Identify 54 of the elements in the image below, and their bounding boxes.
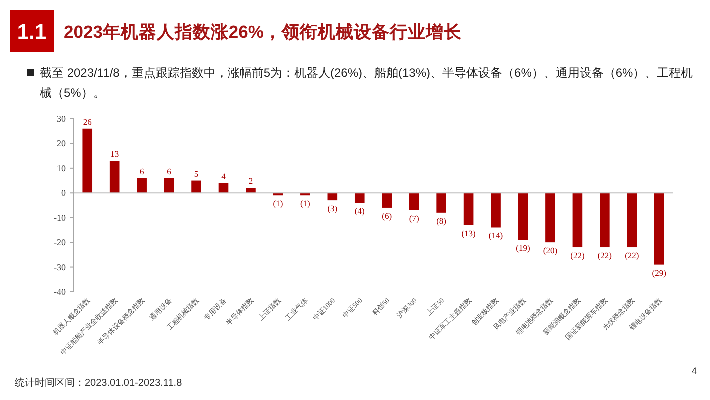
- data-label: (6): [382, 210, 392, 221]
- data-label: (1): [273, 198, 284, 209]
- text: 4: [692, 366, 697, 376]
- data-label: (19): [516, 243, 530, 254]
- bar: [246, 188, 256, 194]
- data-label: (22): [570, 250, 585, 261]
- data-label: 26: [83, 116, 92, 127]
- bar: [164, 178, 174, 194]
- data-label: 5: [194, 168, 199, 179]
- bar: [600, 193, 610, 248]
- y-tick-label: 0: [62, 188, 66, 198]
- bar: [354, 193, 365, 204]
- y-tick-label: 10: [57, 163, 66, 174]
- data-label: (3): [328, 204, 338, 214]
- chart-subtitle: 截至 2023/11/8，重点跟踪指数中，涨幅前5为：机器人(26%)、船舶(13%)、半导体设备（6%）、通用设备（6%）、工程机械（5%）。: [40, 65, 694, 102]
- y-tick-label: 30: [57, 114, 66, 124]
- bar: [436, 193, 446, 213]
- bar: [328, 193, 338, 201]
- bar: [572, 193, 583, 248]
- bar: [546, 193, 556, 243]
- data-label: (22): [598, 250, 612, 261]
- bar: [192, 180, 202, 194]
- data-label: 2: [248, 176, 254, 186]
- data-label: (1): [300, 198, 311, 209]
- data-label: (29): [652, 268, 667, 278]
- data-label: (13): [462, 228, 476, 238]
- y-tick-label: 20: [57, 138, 66, 149]
- data-label: (14): [488, 230, 504, 241]
- y-tick-label: -20: [54, 238, 66, 248]
- bar: [382, 193, 392, 208]
- data-label: 4: [222, 171, 227, 182]
- data-label: (7): [409, 213, 420, 224]
- bar: [82, 128, 93, 194]
- text: 1.1: [17, 21, 47, 44]
- y-tick-label: -10: [54, 212, 66, 223]
- y-tick-label: -40: [54, 287, 66, 297]
- bar: [464, 193, 474, 226]
- chart-title: 2023年机器人指数涨26%，领衔机械设备行业增长: [64, 22, 463, 42]
- data-label: (22): [625, 250, 640, 261]
- data-label: 6: [140, 166, 144, 176]
- data-label: (8): [436, 216, 447, 226]
- data-label: 13: [110, 149, 120, 160]
- bar: [491, 193, 501, 228]
- data-label: (20): [543, 246, 558, 256]
- bar: [409, 193, 420, 210]
- bar: [654, 193, 664, 265]
- bar: [137, 178, 147, 194]
- bar: [110, 161, 120, 194]
- y-tick-label: -30: [54, 262, 66, 272]
- bar: [518, 193, 528, 240]
- text: 统计时间区间：2023.01.01-2023.11.8: [15, 377, 183, 389]
- bar: [627, 193, 638, 248]
- data-label: 6: [167, 166, 172, 176]
- data-label: (4): [354, 206, 366, 216]
